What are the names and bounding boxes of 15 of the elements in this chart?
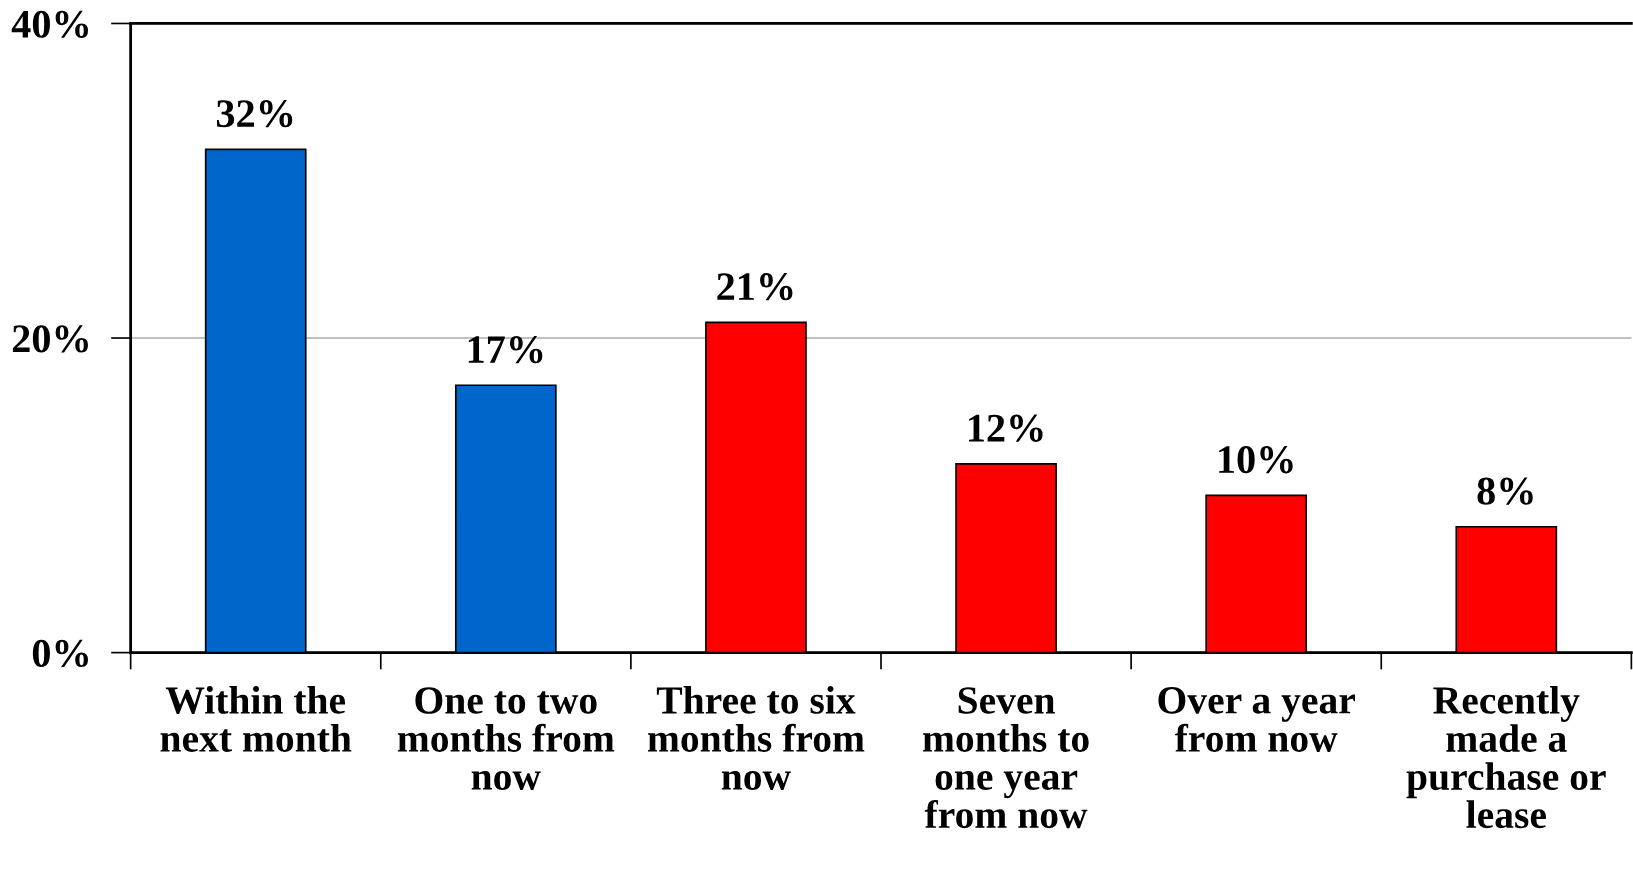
- data-label: 10%: [1219, 446, 1293, 474]
- data-label: 8%: [1477, 477, 1533, 505]
- x-tick-label: Seven months to one year from now: [923, 687, 1089, 829]
- data-label: 32%: [216, 100, 293, 128]
- x-tick-label: Over a year from now: [1158, 687, 1355, 752]
- x-tick-label: Recently made a purchase or lease: [1406, 685, 1606, 829]
- data-label: 21%: [717, 273, 793, 301]
- data-label: 17%: [468, 335, 543, 364]
- x-tick-label: Within the next month: [160, 685, 352, 752]
- y-tick-label: 40%: [11, 10, 88, 38]
- data-label: 12%: [969, 414, 1043, 442]
- y-tick-label: 20%: [12, 325, 88, 353]
- y-tick-label: 0%: [32, 639, 88, 668]
- x-tick-label: Three to six months from now: [647, 685, 865, 790]
- x-tick-label: One to two months from now: [397, 687, 615, 790]
